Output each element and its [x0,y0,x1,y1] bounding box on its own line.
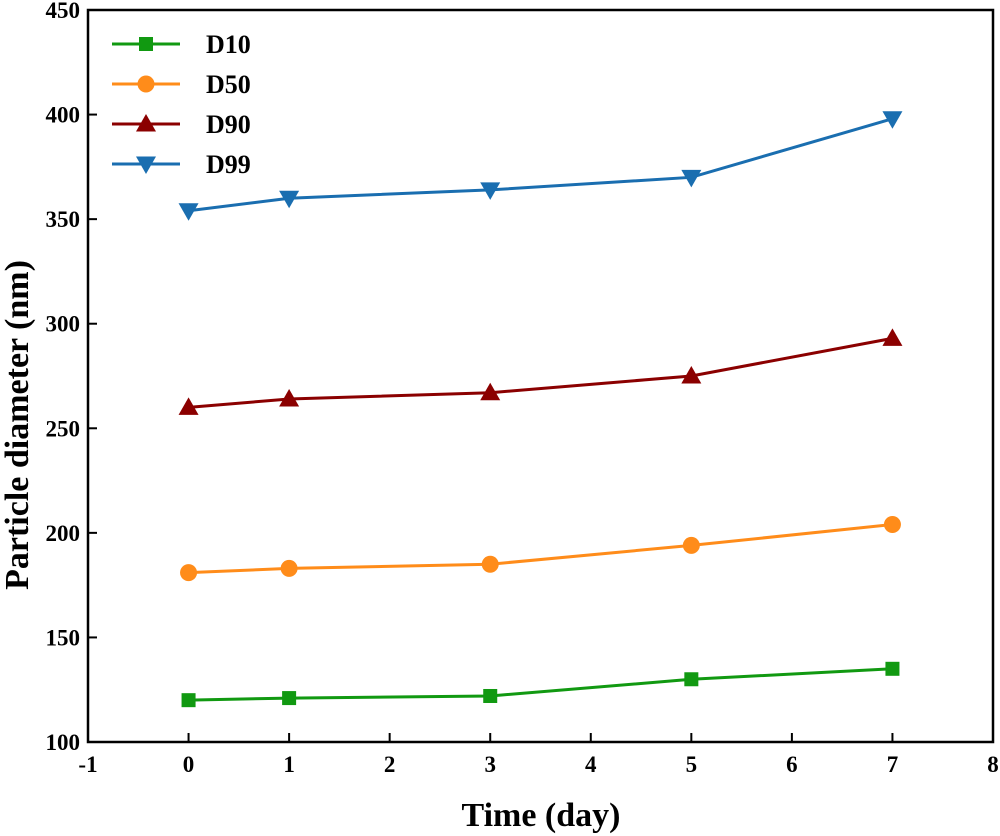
data-point-d50 [481,555,499,573]
plot-area: -1 0 1 2 3 4 5 6 7 8 100 150 200 250 300 350 400 450 [46,0,999,777]
legend: D10 D50 D90 D99 [112,30,251,179]
y-tick-label: 100 [46,730,81,755]
y-tick-label: 150 [46,625,81,650]
data-point-d99 [279,190,300,209]
data-point-d99 [882,111,903,129]
data-point-d50 [682,536,700,554]
legend-item-d90: D90 [112,110,251,139]
data-point-d10 [684,672,699,687]
legend-item-d99: D99 [112,150,251,179]
series-line-d90 [188,336,893,409]
series-d90 [178,328,903,415]
x-tick-label: 2 [384,752,396,777]
y-axis-title: Particle diameter (nm) [0,260,36,590]
x-tick-label: 6 [786,752,798,777]
data-point-d90 [178,397,199,415]
y-tick-label: 300 [46,312,81,337]
y-tick-label: 350 [46,207,81,232]
series-d50 [180,515,901,582]
data-point-d99 [178,203,199,221]
series-d99 [178,111,903,221]
x-axis-title: Time (day) [462,797,621,834]
data-point-d90 [882,328,903,346]
data-point-d50 [180,564,198,582]
data-point-d50 [883,515,901,533]
legend-label-d50: D50 [206,70,251,99]
data-point-d90 [279,389,300,407]
data-point-d10 [885,661,900,676]
data-point-d10 [483,688,498,703]
data-point-d50 [280,559,298,577]
x-tick-label: 8 [987,752,999,777]
x-tick-label: 5 [686,752,698,777]
x-tick-label: 4 [585,752,597,777]
legend-label-d10: D10 [206,30,251,59]
legend-marker-d10 [139,37,153,51]
legend-marker-d99 [136,156,156,174]
series-d10 [181,661,900,708]
data-point-d99 [681,169,702,188]
x-tick-label: 0 [183,752,195,777]
legend-marker-d50 [137,75,155,93]
plot-frame [86,8,995,744]
legend-marker-d90 [136,114,156,132]
data-point-d99 [480,182,501,200]
x-tick-label: 3 [484,752,496,777]
y-tick-label: 450 [46,0,81,23]
x-tick-label: 7 [887,752,899,777]
legend-label-d90: D90 [206,110,251,139]
legend-item-d10: D10 [112,30,251,59]
data-point-d10 [181,693,196,708]
legend-label-d99: D99 [206,150,251,179]
y-tick-label: 400 [46,103,81,128]
y-tick-label: 200 [46,521,81,546]
data-point-d10 [282,691,297,706]
legend-item-d50: D50 [112,70,251,99]
y-tick-label: 250 [46,416,81,441]
x-tick-label: -1 [78,752,97,777]
x-tick-label: 1 [283,752,295,777]
data-point-d90 [480,382,501,401]
data-point-d90 [681,366,702,384]
